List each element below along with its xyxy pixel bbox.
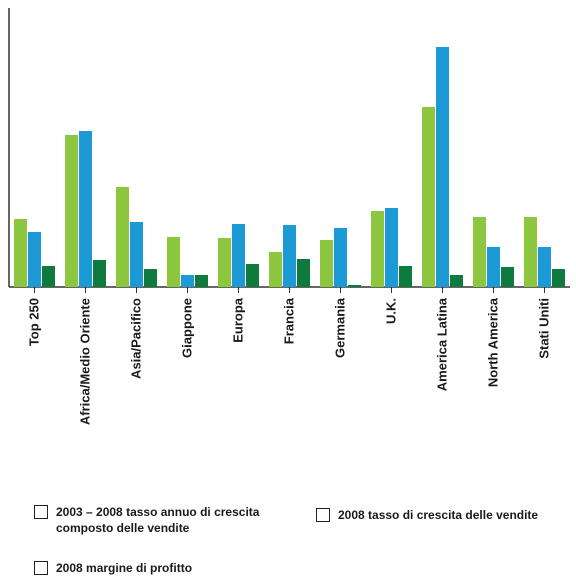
bar-series2-africa-medio-oriente <box>79 131 92 287</box>
category-label: Africa/Medio Oriente <box>78 298 93 425</box>
bar-series1-africa-medio-oriente <box>65 135 78 287</box>
category-label: Stati Uniti <box>537 298 552 359</box>
bar-series3-asia-pacifico <box>144 269 157 287</box>
category-label: Giappone <box>180 298 195 358</box>
bar-series1-north-america <box>473 217 486 287</box>
bar-series3-north-america <box>501 267 514 287</box>
bar-series2-u-k- <box>385 208 398 287</box>
bar-series1-u-k- <box>371 211 384 287</box>
bar-series3-germania <box>348 285 361 287</box>
bar-series2-giappone <box>181 275 194 287</box>
bar-series3-stati-uniti <box>552 269 565 287</box>
legend-swatch-cagr <box>34 505 48 519</box>
category-label: Europa <box>231 297 246 343</box>
category-label: Asia/Pacifico <box>129 298 144 379</box>
bar-series1-germania <box>320 240 333 287</box>
bar-series3-top-250 <box>42 266 55 287</box>
bar-series2-top-250 <box>28 232 41 287</box>
legend-label-cagr-line2: composto delle vendite <box>56 521 190 535</box>
bar-series2-stati-uniti <box>538 247 551 287</box>
bar-series3-europa <box>246 264 259 287</box>
legend-label-margin-2008: 2008 margine di profitto <box>56 561 193 575</box>
bar-series1-francia <box>269 252 282 287</box>
bar-series3-america-latina <box>450 275 463 287</box>
category-label: North America <box>486 297 501 387</box>
legend-label-cagr-line1: 2003 – 2008 tasso annuo di crescita <box>56 505 260 519</box>
bar-series2-america-latina <box>436 47 449 287</box>
category-label: Germania <box>333 297 348 358</box>
bar-series3-africa-medio-oriente <box>93 260 106 287</box>
bar-series2-europa <box>232 224 245 287</box>
category-label: Francia <box>282 297 297 344</box>
category-label: Top 250 <box>27 298 42 346</box>
bar-series1-america-latina <box>422 107 435 287</box>
bar-series2-asia-pacifico <box>130 222 143 287</box>
legend-swatch-margin-2008 <box>34 561 48 575</box>
bar-series1-top-250 <box>14 219 27 287</box>
legend-swatch-growth-2008 <box>316 508 330 522</box>
bar-series2-germania <box>334 228 347 287</box>
bar-series2-north-america <box>487 247 500 287</box>
bar-series3-giappone <box>195 275 208 287</box>
bar-chart: Top 250 Africa/Medio Oriente Asia/Pacifico… <box>8 8 570 425</box>
bar-series3-francia <box>297 259 310 287</box>
bar-series1-giappone <box>167 237 180 287</box>
bar-series1-asia-pacifico <box>116 187 129 287</box>
legend-label-growth-2008: 2008 tasso di crescita delle vendite <box>338 508 539 522</box>
bar-series1-europa <box>218 238 231 287</box>
bar-series1-stati-uniti <box>524 217 537 287</box>
category-label: America Latina <box>435 297 450 391</box>
bar-series2-francia <box>283 225 296 287</box>
category-label: U.K. <box>384 298 399 324</box>
bar-series3-u-k- <box>399 266 412 287</box>
